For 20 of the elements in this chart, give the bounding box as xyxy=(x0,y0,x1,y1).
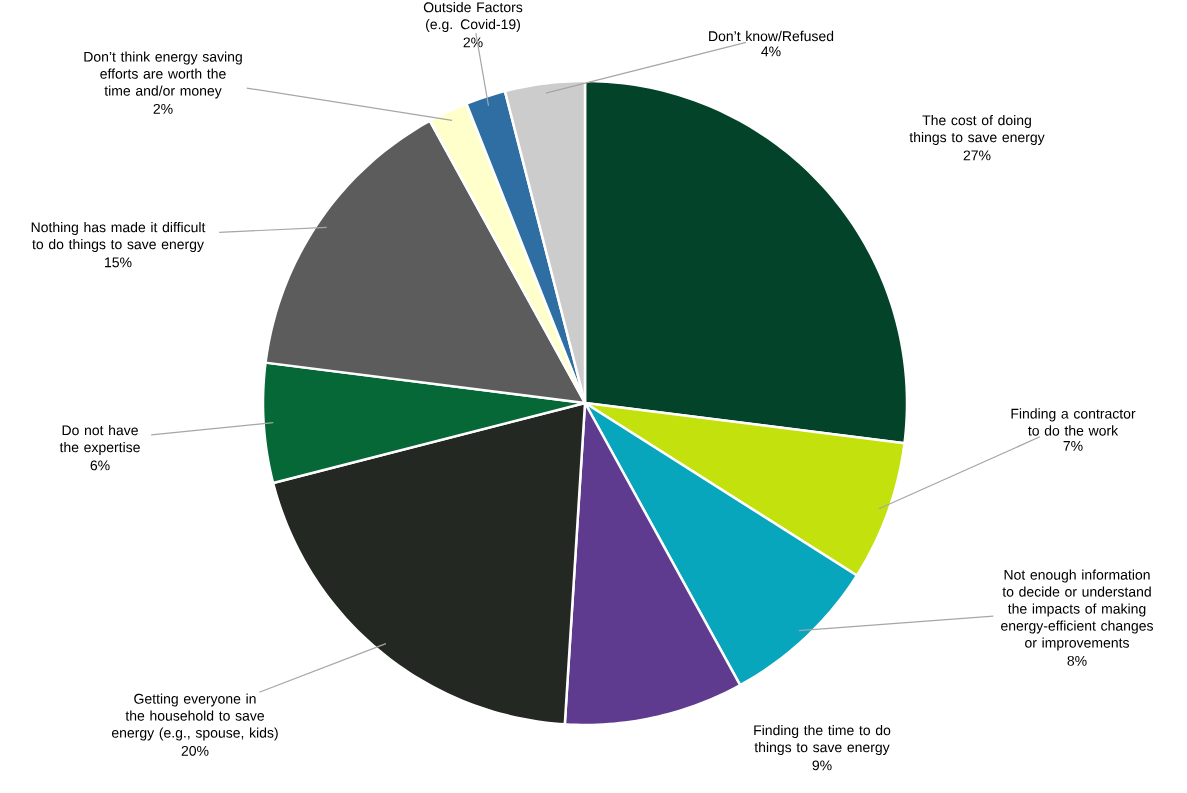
slice-label: Finding the time to do things to save energy xyxy=(754,724,891,756)
data-label: 27% xyxy=(963,150,991,161)
slice-label: Outside Factors (e.g. Covid-19) xyxy=(423,1,523,33)
data-label: 6% xyxy=(90,460,110,471)
data-label: 2% xyxy=(463,37,483,48)
slice-label: Don’t know/Refused xyxy=(709,30,834,42)
data-label: 4% xyxy=(761,46,781,57)
data-label: 7% xyxy=(1063,441,1083,451)
slice-label: The cost of doing things to save energy xyxy=(909,114,1045,146)
data-label: 15% xyxy=(105,257,132,268)
slice-label: Finding a contractor to do the work xyxy=(1011,408,1136,436)
data-label: 8% xyxy=(1067,655,1087,666)
slice-label: Nothing has made it difficult to do things to save energy xyxy=(31,221,206,253)
slice-label: Getting everyone in the household to save energy (e.g., spouse, kids) xyxy=(111,693,278,741)
data-label: 20% xyxy=(181,745,209,756)
slice-label: Not enough information to decide or understand the impacts of making energy-efficient changes or improvements xyxy=(1001,569,1154,651)
slice-label: Don’t think energy saving efforts are worth the time and/or money xyxy=(84,51,242,99)
slice-label: Do not have the expertise xyxy=(59,424,140,456)
data-label: 9% xyxy=(812,760,832,771)
data-label: 2% xyxy=(153,103,173,114)
